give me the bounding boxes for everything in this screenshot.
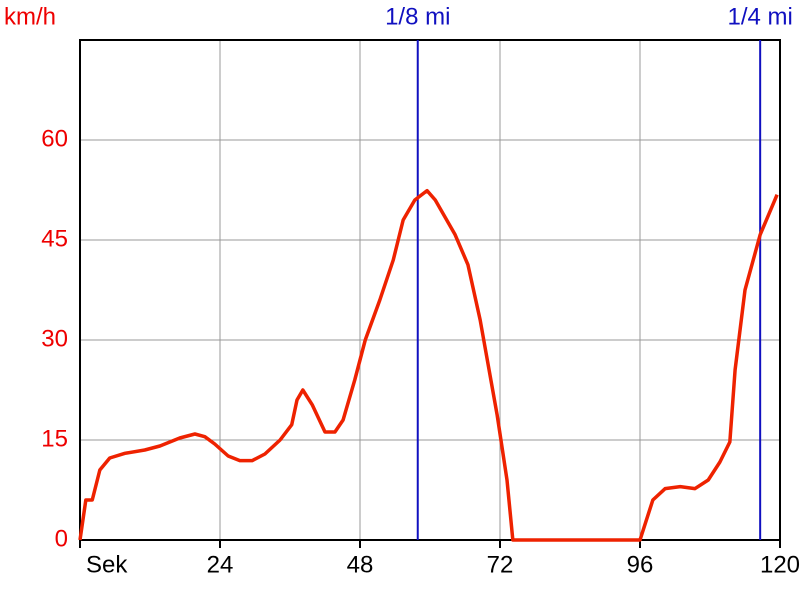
y-tick-label: 0: [55, 525, 68, 552]
data-line: [78, 188, 779, 542]
distance-marker-label: 1/4 mi: [727, 3, 792, 30]
x-tick-label: 72: [487, 551, 514, 578]
x-tick-label: 96: [627, 551, 654, 578]
distance-marker-label: 1/8 mi: [385, 3, 450, 30]
y-tick-label: 15: [41, 425, 68, 452]
plot-frame: [79, 39, 781, 541]
x-tick-label: 48: [347, 551, 374, 578]
y-tick-label: 45: [41, 225, 68, 252]
y-tick-label: 30: [41, 325, 68, 352]
x-tick-label: 120: [760, 551, 800, 578]
y-tick-label: 60: [41, 125, 68, 152]
x-tick-label: Sek: [86, 551, 128, 578]
x-tick-label: 24: [207, 551, 234, 578]
y-axis-label: km/h: [4, 3, 56, 30]
